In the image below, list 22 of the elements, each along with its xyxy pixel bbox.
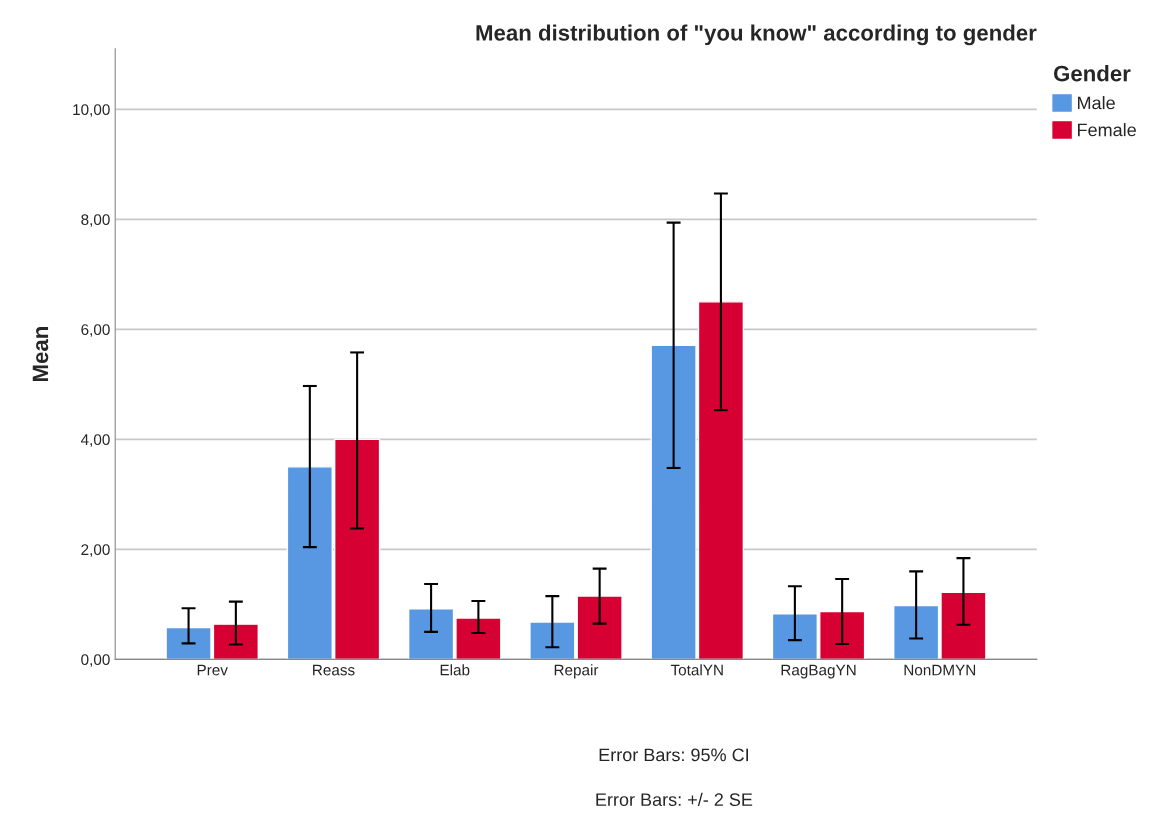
text: Error Bars: 95% CI (599, 748, 749, 762)
legend-label: Female (1078, 123, 1136, 137)
bar (576, 595, 623, 660)
y-tick-label: 8,00 (81, 214, 110, 227)
x-tick-label: Elab (440, 664, 470, 676)
y-tick-label: 10,00 (73, 104, 110, 117)
legend-title: Gender (1053, 65, 1131, 82)
y-axis-title: Mean (32, 327, 49, 381)
y-tick-label: 6,00 (81, 324, 110, 337)
text: Error Bars: +/- 2 SE (596, 792, 753, 807)
x-tick-label: Prev (197, 664, 228, 676)
legend-label: Male (1078, 96, 1115, 110)
x-tick-label: TotalYN (670, 664, 723, 676)
x-tick-label: Repair (554, 664, 599, 679)
x-tick-label: RagBagYN (781, 664, 856, 679)
y-tick-label: 4,00 (80, 434, 110, 447)
x-tick-label: NonDMYN (904, 664, 976, 676)
bar (529, 621, 576, 660)
y-tick-label: 2,00 (81, 544, 110, 557)
chart-title: Mean distribution of "you know" according to gender (476, 24, 1037, 46)
y-tick-label: 0,00 (81, 654, 110, 667)
x-tick-label: Reass (313, 664, 355, 676)
